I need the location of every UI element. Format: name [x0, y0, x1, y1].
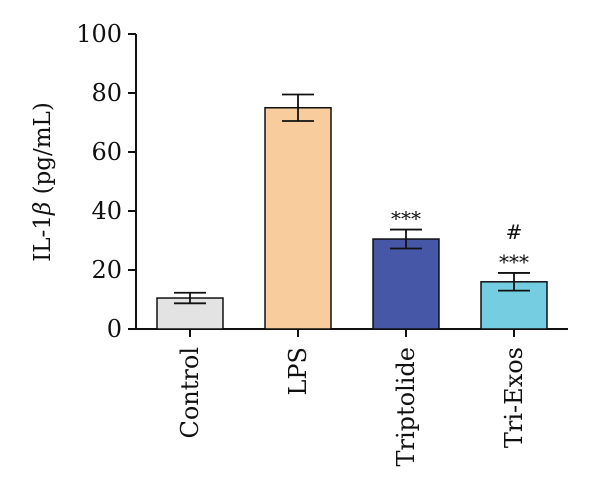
y-tick-label: 60	[91, 138, 122, 166]
x-tick-label: Control	[176, 347, 204, 439]
y-axis-title-greek: β	[30, 202, 56, 216]
y-tick-label: 20	[91, 256, 122, 284]
y-tick-label: 0	[107, 315, 122, 343]
y-axis-title: IL-1β (pg/mL)	[30, 102, 56, 262]
bar	[264, 107, 332, 330]
plot-area: 0 20 40 60 80 100 Control LPS Triptolide *** Tri-E…	[76, 20, 568, 467]
significance-label: ***	[391, 207, 421, 231]
y-axis-title-suffix: (pg/mL)	[30, 102, 56, 202]
y-axis-title-prefix: IL-1	[30, 215, 56, 262]
y-tick-label: 40	[91, 197, 122, 225]
y-tick-label: 80	[91, 79, 122, 107]
y-tick-label: 100	[76, 20, 122, 48]
significance-label: #	[506, 220, 523, 244]
x-tick-label: Tri-Exos	[500, 347, 528, 448]
significance-label: ***	[499, 250, 529, 274]
x-tick-label: Triptolide	[392, 347, 420, 467]
bar	[372, 238, 440, 330]
x-tick-label: LPS	[284, 347, 312, 396]
